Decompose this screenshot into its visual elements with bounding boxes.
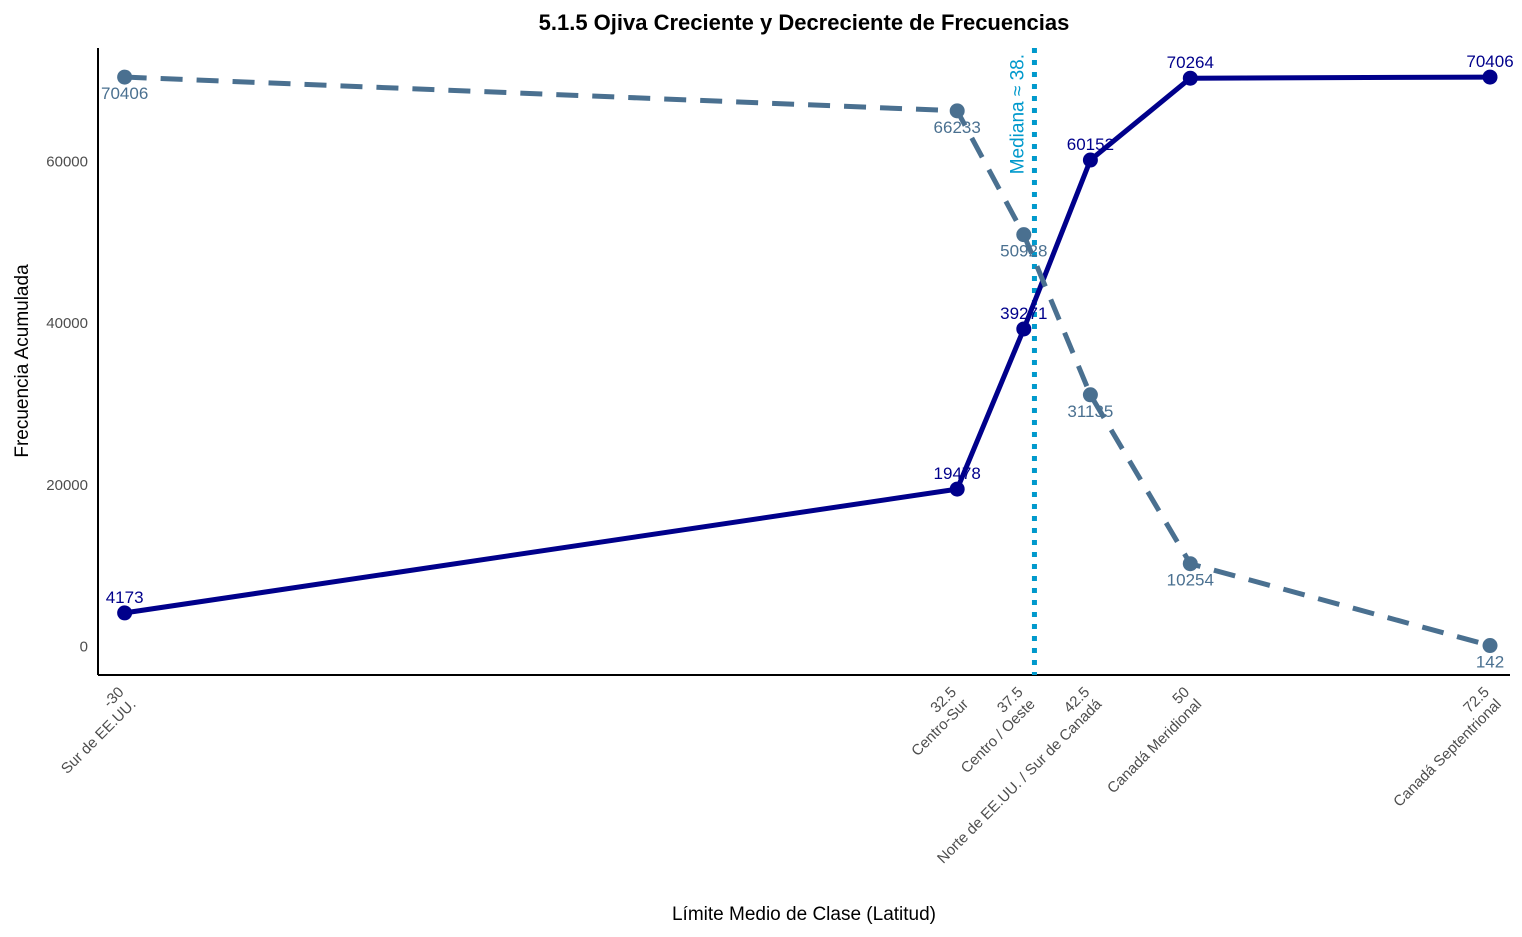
increasing-point bbox=[1482, 69, 1498, 85]
increasing-data-label: 39271 bbox=[1000, 304, 1047, 323]
decreasing-point bbox=[117, 69, 133, 85]
decreasing-data-label: 50928 bbox=[1000, 242, 1047, 261]
y-tick-label: 0 bbox=[80, 639, 88, 656]
decreasing-data-label: 142 bbox=[1476, 653, 1504, 672]
increasing-data-label: 70264 bbox=[1167, 53, 1214, 72]
decreasing-data-label: 10254 bbox=[1167, 571, 1214, 590]
decreasing-data-label: 31135 bbox=[1067, 402, 1113, 421]
increasing-point bbox=[117, 605, 133, 621]
y-tick-label: 60000 bbox=[46, 153, 88, 170]
increasing-data-label: 70406 bbox=[1466, 52, 1513, 71]
median-label: Mediana ≈ 38. bbox=[1007, 54, 1028, 174]
decreasing-ogive-line bbox=[124, 74, 1491, 648]
x-tick-name: Canadá Septentrional bbox=[1390, 696, 1505, 811]
y-tick-label: 20000 bbox=[46, 477, 88, 494]
x-tick-label: 50Canadá Meridional bbox=[1092, 684, 1205, 797]
increasing-data-label: 4173 bbox=[106, 588, 144, 607]
increasing-data-label: 19478 bbox=[934, 464, 981, 483]
x-tick-label: 72.5Canadá Septentrional bbox=[1378, 684, 1505, 811]
decreasing-point bbox=[949, 103, 965, 119]
y-tick-label: 40000 bbox=[46, 315, 88, 332]
decreasing-data-label: 70406 bbox=[101, 84, 148, 103]
increasing-point bbox=[1182, 70, 1198, 86]
increasing-data-label: 60152 bbox=[1067, 135, 1114, 154]
plot-area: 0 20000 40000 60000 -30Sur de EE.UU. 32.5Cent… bbox=[46, 48, 1514, 867]
increasing-point bbox=[1016, 321, 1032, 337]
decreasing-data-label: 66233 bbox=[934, 118, 981, 137]
increasing-point bbox=[949, 481, 965, 497]
x-tick-name: Sur de EE.UU. bbox=[58, 696, 140, 778]
decreasing-point bbox=[1016, 227, 1032, 243]
decreasing-point bbox=[1482, 638, 1498, 654]
decreasing-point bbox=[1182, 556, 1198, 572]
increasing-ogive-line bbox=[124, 74, 1491, 616]
x-axis-title: Límite Medio de Clase (Latitud) bbox=[672, 904, 936, 925]
chart-title: 5.1.5 Ojiva Creciente y Decreciente de F… bbox=[539, 10, 1070, 35]
increasing-point bbox=[1082, 152, 1098, 168]
x-tick-label: -30Sur de EE.UU. bbox=[46, 684, 140, 778]
x-tick-label: 32.5Centro-Sur bbox=[896, 684, 972, 760]
x-tick-name: Canadá Meridional bbox=[1104, 696, 1205, 797]
decreasing-point bbox=[1082, 387, 1098, 403]
y-axis-title: Frecuencia Acumulada bbox=[12, 264, 33, 458]
